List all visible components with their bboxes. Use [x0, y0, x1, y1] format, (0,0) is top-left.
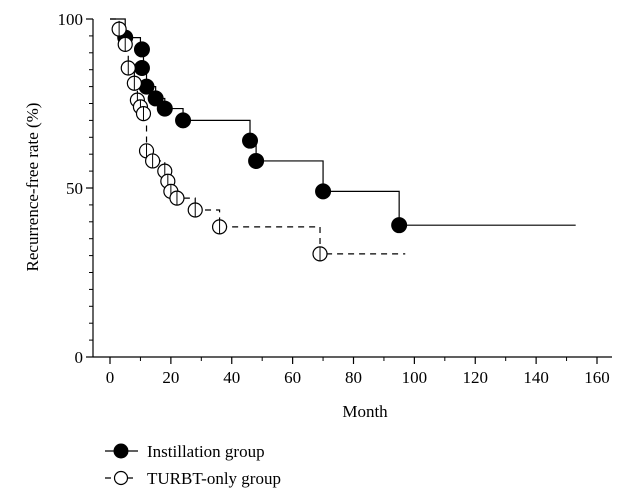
legend-label: Instillation group	[147, 442, 265, 461]
legend: Instillation group TURBT-only group	[105, 442, 281, 488]
y-tick-label: 0	[75, 348, 84, 367]
turbt-only-step-line	[110, 18, 406, 255]
x-axis-label: Month	[342, 402, 388, 421]
x-tick-label: 80	[345, 368, 362, 387]
instillation-censor-marker	[242, 132, 259, 149]
instillation-censor-marker	[248, 152, 265, 169]
instillation-censor-marker	[133, 60, 150, 77]
y-axis-label: Recurrence-free rate (%)	[23, 103, 42, 272]
axes: 0 50 100 0 20 40 60 80 100 120 140 160	[58, 10, 612, 387]
instillation-censor-marker	[391, 217, 408, 234]
x-tick-label: 120	[463, 368, 489, 387]
legend-turbt-only-marker	[113, 470, 129, 486]
x-tick-label: 140	[523, 368, 549, 387]
instillation-censor-marker	[147, 90, 164, 107]
y-tick-label: 100	[58, 10, 84, 29]
instillation-censor-marker	[175, 112, 192, 129]
x-tick-label: 40	[223, 368, 240, 387]
instillation-censor-marker	[156, 100, 173, 117]
x-tick-label: 100	[402, 368, 428, 387]
x-tick-label: 20	[162, 368, 179, 387]
legend-label: TURBT-only group	[147, 469, 281, 488]
instillation-censor-marker	[315, 183, 332, 200]
x-tick-label: 160	[584, 368, 610, 387]
x-tick-label: 60	[284, 368, 301, 387]
x-tick-label: 0	[106, 368, 115, 387]
y-tick-label: 50	[66, 179, 83, 198]
instillation-censor-marker	[133, 41, 150, 58]
legend-instillation-marker	[113, 443, 129, 459]
series-layer	[110, 18, 576, 262]
